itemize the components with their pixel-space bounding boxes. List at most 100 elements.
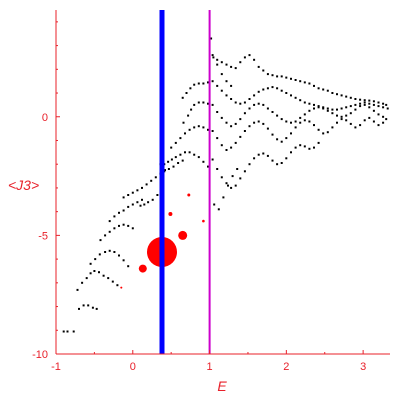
data-point	[290, 94, 292, 97]
data-point	[181, 96, 184, 99]
data-point	[262, 69, 265, 72]
data-point	[164, 169, 166, 172]
data-point	[197, 101, 200, 104]
data-point	[322, 132, 325, 135]
data-point	[253, 157, 256, 160]
data-point	[190, 108, 193, 111]
data-point	[108, 220, 111, 223]
data-point	[368, 116, 371, 119]
data-point	[308, 147, 311, 150]
data-point	[95, 307, 98, 310]
data-point	[104, 251, 107, 253]
data-point	[116, 284, 119, 287]
data-point	[262, 103, 265, 106]
data-point	[294, 79, 297, 81]
data-point	[280, 140, 283, 143]
data-point	[354, 108, 357, 111]
data-point	[127, 194, 130, 196]
data-point	[211, 80, 214, 83]
axes	[55, 10, 390, 355]
data-point	[118, 224, 120, 227]
data-point	[99, 239, 102, 242]
data-point	[262, 152, 265, 155]
data-point	[340, 107, 343, 110]
data-point	[243, 112, 246, 115]
data-point	[248, 107, 251, 110]
data-point	[359, 98, 362, 101]
data-point	[336, 93, 338, 96]
data-point	[167, 168, 170, 170]
data-point	[285, 92, 288, 94]
data-point	[225, 94, 228, 97]
data-point	[385, 118, 388, 121]
data-point	[239, 135, 242, 138]
data-point	[170, 158, 173, 161]
data-point	[340, 94, 343, 97]
data-point	[313, 84, 315, 87]
data-point	[285, 120, 288, 123]
data-point	[271, 159, 274, 162]
data-point	[280, 118, 283, 121]
data-point	[257, 102, 260, 105]
data-point	[266, 127, 269, 130]
data-point	[368, 99, 371, 102]
data-point	[253, 58, 256, 61]
data-point	[104, 234, 107, 237]
data-point	[308, 109, 311, 112]
data-point	[230, 186, 233, 189]
data-point	[234, 122, 237, 125]
data-point	[122, 259, 125, 262]
data-point	[62, 330, 65, 333]
data-point	[290, 151, 292, 154]
data-point	[239, 102, 242, 105]
data-point	[150, 179, 153, 182]
data-point	[197, 82, 200, 85]
data-point	[331, 112, 334, 115]
data-point	[243, 130, 246, 132]
data-point	[210, 37, 213, 40]
data-point	[108, 249, 111, 252]
data-point	[290, 121, 292, 124]
data-point	[239, 118, 242, 121]
data-point	[299, 80, 302, 83]
data-point	[202, 126, 205, 129]
data-point	[363, 119, 366, 122]
data-point	[202, 82, 205, 85]
y-axis-title: <J3>	[8, 177, 39, 193]
data-point	[331, 92, 334, 94]
data-point	[220, 144, 223, 147]
data-point	[211, 103, 214, 106]
data-point	[213, 203, 216, 206]
data-point	[193, 103, 196, 106]
data-point	[172, 165, 175, 168]
data-point	[345, 95, 348, 98]
data-point	[151, 198, 154, 201]
data-point	[127, 224, 130, 227]
data-point	[276, 138, 279, 141]
data-point	[313, 124, 315, 127]
data-point	[363, 103, 366, 106]
data-point	[193, 83, 196, 86]
highlight-point	[178, 230, 188, 240]
data-point	[290, 77, 292, 80]
data-point	[349, 122, 352, 125]
data-point	[187, 114, 190, 117]
data-point	[280, 75, 283, 78]
data-point	[372, 100, 375, 103]
data-point	[336, 108, 338, 111]
data-point	[220, 73, 223, 76]
data-point	[354, 126, 357, 129]
data-point	[78, 307, 80, 310]
data-point	[185, 92, 188, 94]
data-point	[139, 204, 142, 207]
data-point	[181, 159, 184, 162]
data-point	[372, 103, 375, 106]
data-point	[222, 196, 225, 199]
data-point	[220, 176, 223, 179]
data-point	[299, 99, 302, 102]
data-point	[211, 130, 214, 132]
data-point	[253, 94, 256, 97]
data-point	[216, 84, 219, 87]
data-point	[294, 96, 297, 99]
data-point	[136, 201, 139, 204]
